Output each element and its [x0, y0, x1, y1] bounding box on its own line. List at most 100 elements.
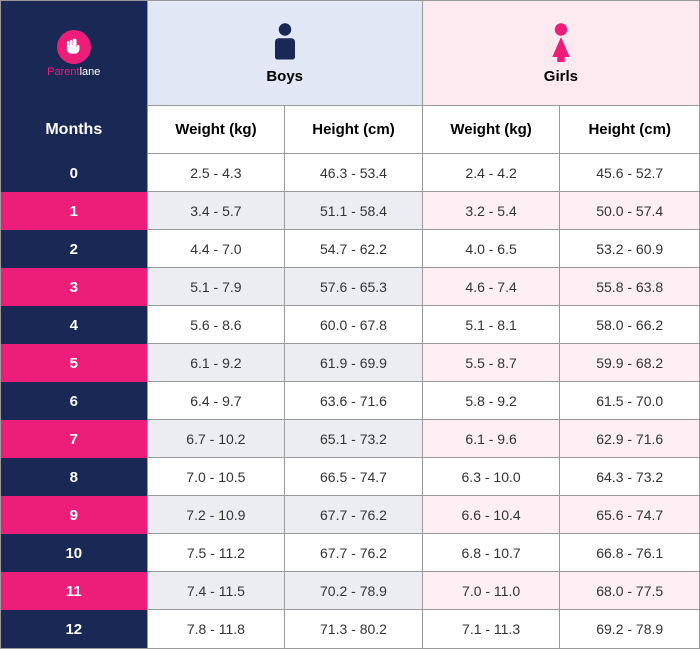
girls-height-cell: 59.9 - 68.2 [560, 344, 699, 382]
girls-height-cell: 58.0 - 66.2 [560, 306, 699, 344]
boys-weight-cell: 6.4 - 9.7 [148, 382, 286, 420]
girls-height-cell: 65.6 - 74.7 [560, 496, 699, 534]
boys-height-cell: 67.7 - 76.2 [285, 496, 423, 534]
boys-height-cell: 67.7 - 76.2 [285, 534, 423, 572]
table-row: 13.4 - 5.751.1 - 58.43.2 - 5.450.0 - 57.… [1, 192, 699, 230]
table-row: 87.0 - 10.566.5 - 74.76.3 - 10.064.3 - 7… [1, 458, 699, 496]
table-row: 107.5 - 11.267.7 - 76.26.8 - 10.766.8 - … [1, 534, 699, 572]
header-row: Parentlane Boys Girls [1, 1, 699, 106]
girls-height-cell: 64.3 - 73.2 [560, 458, 699, 496]
col-girls-weight: Weight (kg) [423, 106, 561, 154]
table-row: 76.7 - 10.265.1 - 73.26.1 - 9.662.9 - 71… [1, 420, 699, 458]
boys-header: Boys [148, 1, 423, 106]
boys-weight-cell: 4.4 - 7.0 [148, 230, 286, 268]
girls-weight-cell: 6.8 - 10.7 [423, 534, 561, 572]
girls-height-cell: 68.0 - 77.5 [560, 572, 699, 610]
boys-height-cell: 61.9 - 69.9 [285, 344, 423, 382]
boys-weight-cell: 5.1 - 7.9 [148, 268, 286, 306]
boys-weight-cell: 7.5 - 11.2 [148, 534, 286, 572]
logo-cell: Parentlane [1, 1, 148, 106]
girls-weight-cell: 7.1 - 11.3 [423, 610, 561, 648]
girls-height-cell: 61.5 - 70.0 [560, 382, 699, 420]
hand-icon [64, 37, 84, 57]
boys-height-cell: 54.7 - 62.2 [285, 230, 423, 268]
month-cell: 11 [1, 572, 148, 610]
girls-header: Girls [423, 1, 699, 106]
girls-height-cell: 53.2 - 60.9 [560, 230, 699, 268]
girls-height-cell: 66.8 - 76.1 [560, 534, 699, 572]
table-row: 56.1 - 9.261.9 - 69.95.5 - 8.759.9 - 68.… [1, 344, 699, 382]
girls-weight-cell: 6.3 - 10.0 [423, 458, 561, 496]
month-cell: 1 [1, 192, 148, 230]
table-row: 02.5 - 4.346.3 - 53.42.4 - 4.245.6 - 52.… [1, 154, 699, 192]
table-row: 97.2 - 10.967.7 - 76.26.6 - 10.465.6 - 7… [1, 496, 699, 534]
brand-part-1: Parent [47, 66, 79, 78]
boys-height-cell: 65.1 - 73.2 [285, 420, 423, 458]
growth-chart-table: Parentlane Boys Girls Months Weight (kg)… [0, 0, 700, 649]
girls-weight-cell: 6.6 - 10.4 [423, 496, 561, 534]
girls-weight-cell: 5.8 - 9.2 [423, 382, 561, 420]
girls-weight-cell: 4.0 - 6.5 [423, 230, 561, 268]
col-girls-height: Height (cm) [560, 106, 699, 154]
boys-weight-cell: 6.1 - 9.2 [148, 344, 286, 382]
girls-height-cell: 45.6 - 52.7 [560, 154, 699, 192]
boys-height-cell: 51.1 - 58.4 [285, 192, 423, 230]
month-cell: 7 [1, 420, 148, 458]
table-body: 02.5 - 4.346.3 - 53.42.4 - 4.245.6 - 52.… [1, 154, 699, 648]
girls-weight-cell: 3.2 - 5.4 [423, 192, 561, 230]
boys-weight-cell: 6.7 - 10.2 [148, 420, 286, 458]
boys-weight-cell: 5.6 - 8.6 [148, 306, 286, 344]
boys-height-cell: 60.0 - 67.8 [285, 306, 423, 344]
table-row: 66.4 - 9.763.6 - 71.65.8 - 9.261.5 - 70.… [1, 382, 699, 420]
month-cell: 6 [1, 382, 148, 420]
brand-name: Parentlane [47, 66, 100, 78]
table-row: 45.6 - 8.660.0 - 67.85.1 - 8.158.0 - 66.… [1, 306, 699, 344]
col-boys-weight: Weight (kg) [148, 106, 286, 154]
table-row: 127.8 - 11.871.3 - 80.27.1 - 11.369.2 - … [1, 610, 699, 648]
logo: Parentlane [47, 30, 100, 78]
girls-weight-cell: 4.6 - 7.4 [423, 268, 561, 306]
boys-weight-cell: 7.2 - 10.9 [148, 496, 286, 534]
boys-height-cell: 71.3 - 80.2 [285, 610, 423, 648]
girls-weight-cell: 2.4 - 4.2 [423, 154, 561, 192]
girls-height-cell: 62.9 - 71.6 [560, 420, 699, 458]
girls-height-cell: 55.8 - 63.8 [560, 268, 699, 306]
girls-weight-cell: 5.1 - 8.1 [423, 306, 561, 344]
month-cell: 2 [1, 230, 148, 268]
brand-part-2: lane [80, 66, 101, 78]
girls-height-cell: 50.0 - 57.4 [560, 192, 699, 230]
boys-weight-cell: 2.5 - 4.3 [148, 154, 286, 192]
girls-weight-cell: 6.1 - 9.6 [423, 420, 561, 458]
col-boys-height: Height (cm) [285, 106, 423, 154]
boys-height-cell: 63.6 - 71.6 [285, 382, 423, 420]
boys-weight-cell: 7.0 - 10.5 [148, 458, 286, 496]
table-row: 35.1 - 7.957.6 - 65.34.6 - 7.455.8 - 63.… [1, 268, 699, 306]
month-cell: 4 [1, 306, 148, 344]
boys-weight-cell: 3.4 - 5.7 [148, 192, 286, 230]
month-cell: 3 [1, 268, 148, 306]
boys-height-cell: 57.6 - 65.3 [285, 268, 423, 306]
month-cell: 0 [1, 154, 148, 192]
month-cell: 9 [1, 496, 148, 534]
girls-weight-cell: 7.0 - 11.0 [423, 572, 561, 610]
month-cell: 8 [1, 458, 148, 496]
girls-label: Girls [544, 68, 578, 85]
girls-height-cell: 69.2 - 78.9 [560, 610, 699, 648]
months-header: Months [1, 106, 148, 154]
girls-weight-cell: 5.5 - 8.7 [423, 344, 561, 382]
boys-height-cell: 70.2 - 78.9 [285, 572, 423, 610]
logo-circle [57, 30, 91, 64]
sub-header-row: Months Weight (kg) Height (cm) Weight (k… [1, 106, 699, 154]
boys-height-cell: 66.5 - 74.7 [285, 458, 423, 496]
table-row: 117.4 - 11.570.2 - 78.97.0 - 11.068.0 - … [1, 572, 699, 610]
boy-icon [270, 22, 300, 62]
table-row: 24.4 - 7.054.7 - 62.24.0 - 6.553.2 - 60.… [1, 230, 699, 268]
boys-weight-cell: 7.4 - 11.5 [148, 572, 286, 610]
month-cell: 5 [1, 344, 148, 382]
boys-label: Boys [266, 68, 303, 85]
boys-weight-cell: 7.8 - 11.8 [148, 610, 286, 648]
month-cell: 12 [1, 610, 148, 648]
month-cell: 10 [1, 534, 148, 572]
boys-height-cell: 46.3 - 53.4 [285, 154, 423, 192]
girl-icon [546, 22, 576, 62]
